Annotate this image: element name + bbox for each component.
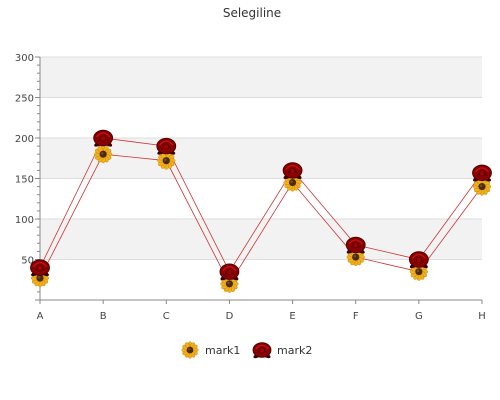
grid-band [40, 178, 482, 219]
grid-band [40, 97, 482, 138]
x-tick-label: D [226, 311, 234, 322]
grid-lines [40, 56, 482, 260]
y-axis-ticks: 50 100 150 200 250 300 [15, 53, 34, 267]
x-tick-label: B [100, 311, 107, 322]
chart-title: Selegiline [223, 6, 281, 20]
data-point-mark2-A [30, 259, 50, 277]
data-point-mark2-C [156, 137, 177, 155]
series-markers [30, 129, 492, 293]
series-lines [39, 137, 483, 285]
data-point-mark2-B [93, 129, 114, 147]
legend-label-mark1: mark1 [205, 344, 240, 357]
data-point-mark2-D [219, 263, 240, 281]
grid-band [40, 219, 482, 260]
legend-sunflower-icon [181, 341, 199, 359]
x-tick-label: F [353, 311, 359, 322]
grid-band [40, 259, 482, 300]
legend-label-mark2: mark2 [277, 344, 312, 357]
legend: mark1 mark2 [181, 341, 312, 359]
data-point-mark2-E [282, 162, 303, 180]
data-point-mark2-H [472, 164, 492, 182]
x-tick-label: E [289, 311, 295, 322]
grid-bands [40, 57, 482, 300]
grid-band [40, 57, 482, 98]
data-point-mark2-F [345, 236, 366, 254]
y-tick-label: 100 [15, 215, 34, 226]
x-axis-ticks: A B C D E F G H [37, 300, 486, 322]
y-tick-label: 50 [21, 256, 34, 267]
x-tick-label: H [478, 311, 486, 322]
y-tick-label: 200 [15, 134, 34, 145]
data-point-mark1-E [283, 173, 302, 192]
series-line-mark2 [39, 137, 483, 273]
data-point-mark1-H [472, 177, 492, 196]
legend-rose-icon [252, 342, 272, 359]
y-tick-label: 250 [15, 94, 34, 105]
grid-band [40, 138, 482, 179]
series-line-mark1 [39, 153, 483, 285]
x-tick-label: C [163, 311, 170, 322]
data-point-mark1-B [94, 145, 113, 164]
data-point-mark2-G [408, 251, 429, 269]
y-tick-label: 150 [15, 175, 34, 186]
x-tick-label: G [415, 311, 423, 322]
x-tick-label: A [37, 311, 44, 322]
y-tick-label: 300 [15, 53, 34, 64]
